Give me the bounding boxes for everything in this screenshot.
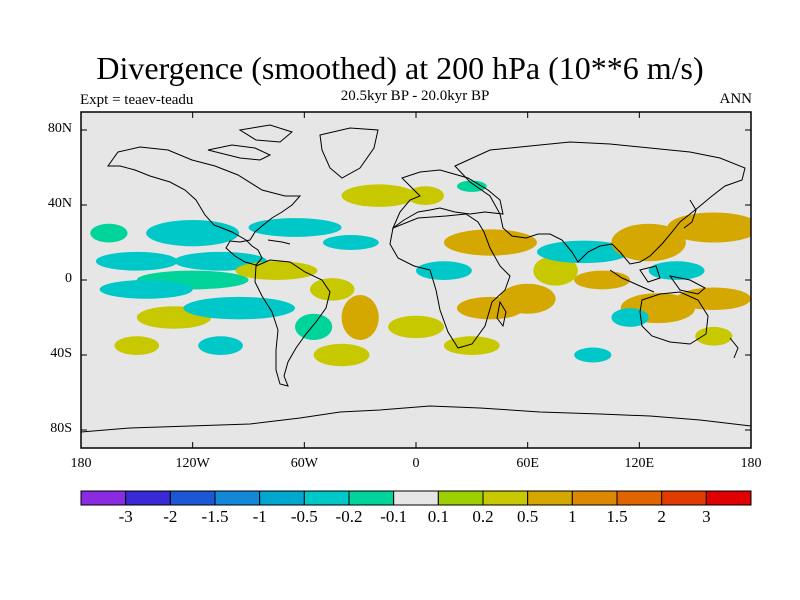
divergence-anomaly-24 [443, 336, 500, 355]
divergence-anomaly-27 [536, 240, 631, 264]
colorbar-label: -1 [252, 507, 267, 526]
y-tick-label: 0 [65, 271, 72, 286]
colorbar-label: 2 [657, 507, 666, 526]
colorbar-label: 1.5 [606, 507, 628, 526]
colorbar-label: -1.5 [201, 507, 229, 526]
y-tick-label: 80N [47, 121, 72, 136]
colorbar-swatch [482, 490, 529, 506]
divergence-anomaly-18 [406, 186, 444, 205]
colorbar-swatch [661, 490, 707, 506]
divergence-anomaly-1 [95, 251, 178, 271]
y-tick-label: 80S [50, 421, 72, 436]
divergence-anomaly-12 [322, 235, 379, 250]
colorbar-label: 0.1 [427, 507, 449, 526]
divergence-anomaly-9 [198, 336, 243, 355]
divergence-anomaly-17 [341, 184, 416, 207]
divergence-field [90, 180, 751, 367]
coastlines [81, 124, 751, 433]
colorbar-swatch [571, 490, 618, 506]
chart-title: Divergence (smoothed) at 200 hPa (10**6 … [96, 50, 704, 86]
colorbar-swatch [616, 490, 663, 506]
colorbar-swatch [527, 490, 573, 506]
colorbar-swatch [437, 490, 484, 506]
divergence-anomaly-2 [146, 220, 240, 247]
divergence-anomaly-11 [248, 218, 342, 237]
divergence-anomaly-15 [341, 295, 379, 340]
divergence-anomaly-14 [295, 313, 333, 340]
x-tick-label: 60W [290, 456, 318, 471]
colorbar-label: -2 [163, 507, 178, 526]
y-tick-label: 40S [50, 346, 72, 361]
divergence-anomaly-16 [313, 343, 370, 367]
colorbar-label: 0.2 [472, 507, 494, 526]
divergence-anomaly-0 [90, 223, 128, 243]
divergence-anomaly-7 [183, 296, 296, 320]
chart-subtitle: 20.5kyr BP - 20.0kyr BP [340, 88, 490, 104]
colorbar-swatch [303, 490, 350, 506]
experiment-label: Expt = teaev-teadu [80, 92, 194, 108]
divergence-anomaly-31 [667, 212, 751, 243]
x-tick-label: 120E [624, 456, 655, 471]
divergence-anomaly-29 [611, 223, 686, 262]
axis-ticks [80, 112, 752, 448]
divergence-anomaly-22 [388, 315, 444, 339]
divergence-anomaly-35 [695, 326, 733, 346]
x-tick-label: 120W [175, 456, 210, 471]
divergence-anomaly-28 [574, 270, 631, 290]
x-tick-label: 180 [740, 456, 762, 471]
divergence-anomaly-25 [499, 283, 556, 314]
colorbar-swatch [80, 490, 127, 506]
colorbar-swatch [169, 490, 216, 506]
colorbar-label: 3 [702, 507, 711, 526]
colorbar-label: -0.1 [380, 507, 408, 526]
divergence-anomaly-33 [611, 308, 649, 327]
divergence-anomaly-21 [416, 261, 472, 280]
divergence-anomaly-8 [114, 336, 160, 355]
colorbar-label: -3 [118, 507, 133, 526]
x-tick-label: 180 [70, 456, 92, 471]
divergence-anomaly-5 [99, 280, 193, 299]
x-tick-label: 0 [412, 456, 420, 471]
colorbar-label: -0.2 [335, 507, 363, 526]
colorbar-swatch [393, 490, 439, 506]
colorbar-swatch [214, 490, 261, 506]
divergence-anomaly-30 [648, 261, 705, 280]
divergence-anomaly-26 [533, 255, 578, 286]
x-tick-label: 60E [516, 456, 539, 471]
divergence-anomaly-13 [309, 278, 355, 301]
colorbar-swatch [705, 490, 752, 506]
colorbar-label: 0.5 [517, 507, 539, 526]
colorbar-label: 1 [568, 507, 577, 526]
divergence-anomaly-36 [574, 347, 612, 363]
season-label: ANN [719, 91, 753, 107]
colorbar-label: -0.5 [290, 507, 318, 526]
colorbar-swatch [348, 490, 395, 506]
y-tick-label: 40N [47, 196, 72, 211]
colorbar-swatch [125, 490, 171, 506]
colorbar-swatch [259, 490, 305, 506]
